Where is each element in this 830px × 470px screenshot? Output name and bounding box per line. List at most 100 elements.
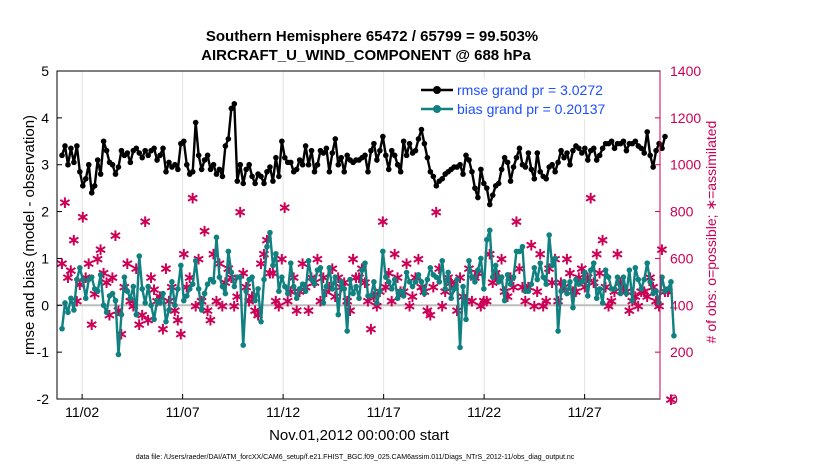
bias-point (439, 257, 446, 264)
bias-point (80, 276, 86, 283)
bias-point (371, 279, 377, 285)
bias-point (383, 274, 389, 280)
rmse-point (385, 166, 392, 173)
rmse-point (198, 166, 205, 173)
rmse-point (74, 143, 80, 149)
bias-point (492, 262, 499, 269)
rmse-point (472, 185, 478, 191)
rmse-point (163, 168, 169, 175)
bias-point (142, 300, 148, 306)
bias-point (442, 286, 449, 292)
rmse-point (228, 105, 235, 112)
obs-count-marker: ∗ (278, 198, 292, 218)
rmse-point (528, 166, 535, 173)
y-right-tick-label: 200 (670, 344, 694, 360)
bias-point (305, 257, 312, 264)
obs-count-marker: ∗ (590, 245, 604, 265)
obs-count-marker: ∗ (310, 249, 324, 269)
rmse-point (219, 173, 226, 180)
rmse-point (157, 152, 163, 159)
rmse-point (88, 190, 95, 196)
bias-point (195, 286, 202, 292)
bias-point (599, 300, 606, 306)
x-tick-label: 11/12 (266, 404, 300, 420)
bias-point (287, 260, 294, 266)
rmse-point (516, 145, 523, 152)
bias-point (181, 297, 187, 304)
rmse-point (388, 147, 395, 154)
rmse-point (501, 154, 508, 161)
bias-point (596, 286, 603, 292)
y-tick-label: -2 (37, 391, 50, 407)
bias-point (635, 276, 642, 283)
bias-point (59, 325, 65, 332)
rmse-point (133, 145, 140, 152)
obs-count-marker: ∗ (144, 268, 158, 288)
rmse-point (576, 145, 582, 152)
obs-count-marker: ∗ (509, 212, 523, 232)
bias-point (133, 311, 140, 318)
bias-point (647, 279, 653, 285)
obs-count-marker: ∗ (269, 292, 283, 312)
y-tick-label: -1 (37, 344, 50, 360)
obs-count-marker: ∗ (156, 320, 170, 340)
obs-count-marker: ∗ (227, 296, 241, 316)
rmse-point (481, 180, 487, 187)
rmse-point (175, 166, 181, 173)
bias-point (326, 265, 333, 271)
bias-point (567, 279, 573, 285)
legend-bias-marker (433, 105, 441, 113)
obs-count-marker: ∗ (610, 245, 624, 265)
bias-point (486, 227, 493, 234)
obs-count-marker: ∗ (477, 292, 491, 312)
bias-point (564, 290, 570, 297)
rmse-point (406, 140, 413, 147)
bias-point (561, 279, 567, 285)
bias-point (531, 265, 538, 271)
rmse-point (525, 150, 532, 156)
obs-count-marker: ∗ (168, 301, 182, 321)
bias-point (415, 272, 422, 278)
rmse-point (302, 143, 309, 149)
rmse-point (320, 150, 327, 156)
obs-count-marker: ∗ (664, 390, 678, 410)
rmse-point (240, 180, 247, 187)
legend-rmse-marker (433, 86, 441, 94)
rmse-point (189, 168, 196, 175)
obs-count-marker: ∗ (186, 189, 200, 209)
obs-count-marker: ∗ (159, 259, 173, 279)
bias-point (118, 311, 125, 318)
bias-point (611, 286, 618, 292)
rmse-point (94, 157, 101, 163)
bias-point (362, 260, 368, 266)
bias-point (151, 316, 157, 323)
rmse-point (103, 147, 110, 154)
y-axis-label: rmse and bias (model - observation) (21, 115, 38, 355)
bias-point (626, 267, 633, 273)
bias-point (282, 283, 288, 290)
rmse-point (222, 143, 229, 149)
rmse-point (638, 145, 645, 152)
rmse-point (623, 147, 630, 154)
rmse-point (151, 145, 157, 152)
rmse-point (659, 145, 665, 152)
rmse-point (311, 168, 318, 175)
obs-count-marker: ∗ (524, 235, 538, 255)
x-tick-label: 11/27 (568, 404, 602, 420)
bias-point (451, 286, 457, 292)
rmse-point (644, 129, 651, 135)
rmse-point (620, 138, 627, 145)
legend-box (419, 79, 653, 119)
bias-point (136, 253, 143, 259)
rmse-point (65, 161, 71, 168)
obs-count-marker: ∗ (423, 306, 437, 326)
rmse-point (641, 150, 648, 156)
bias-point (157, 300, 163, 306)
rmse-point (475, 194, 481, 201)
rmse-point (368, 147, 374, 154)
bias-point (210, 279, 217, 285)
rmse-point (647, 152, 653, 159)
bias-point (374, 300, 380, 306)
bias-point (659, 274, 665, 280)
bias-point (528, 281, 535, 288)
